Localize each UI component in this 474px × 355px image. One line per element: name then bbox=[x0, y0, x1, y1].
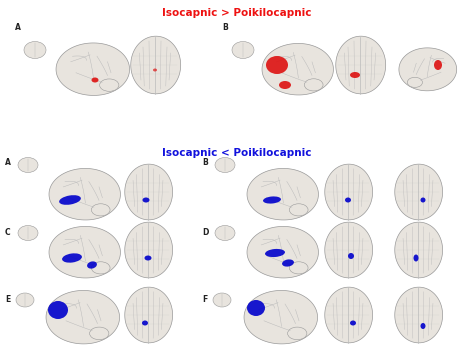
Text: Isocapnic < Poikilocapnic: Isocapnic < Poikilocapnic bbox=[162, 148, 312, 158]
Ellipse shape bbox=[143, 197, 149, 202]
Ellipse shape bbox=[18, 158, 38, 173]
Ellipse shape bbox=[434, 60, 442, 70]
Text: D: D bbox=[202, 228, 209, 237]
Polygon shape bbox=[49, 168, 120, 220]
Ellipse shape bbox=[288, 327, 307, 340]
Ellipse shape bbox=[263, 196, 281, 203]
Polygon shape bbox=[399, 48, 456, 91]
Ellipse shape bbox=[91, 204, 110, 216]
Ellipse shape bbox=[24, 42, 46, 59]
Ellipse shape bbox=[289, 262, 308, 274]
Polygon shape bbox=[244, 290, 318, 344]
Ellipse shape bbox=[16, 293, 34, 307]
Ellipse shape bbox=[282, 260, 294, 267]
Ellipse shape bbox=[413, 255, 419, 262]
Text: A: A bbox=[15, 23, 21, 32]
Polygon shape bbox=[125, 222, 173, 278]
Ellipse shape bbox=[350, 321, 356, 326]
Polygon shape bbox=[325, 287, 373, 343]
Text: A: A bbox=[5, 158, 11, 167]
Polygon shape bbox=[336, 36, 386, 94]
Ellipse shape bbox=[232, 42, 254, 59]
Ellipse shape bbox=[345, 197, 351, 202]
Ellipse shape bbox=[48, 301, 68, 319]
Ellipse shape bbox=[90, 327, 109, 340]
Text: Isocapnic > Poikilocapnic: Isocapnic > Poikilocapnic bbox=[162, 8, 312, 18]
Polygon shape bbox=[125, 287, 173, 343]
Ellipse shape bbox=[91, 262, 110, 274]
Text: E: E bbox=[5, 295, 10, 304]
Ellipse shape bbox=[87, 261, 97, 269]
Ellipse shape bbox=[304, 79, 323, 91]
Ellipse shape bbox=[350, 72, 360, 78]
Polygon shape bbox=[131, 36, 181, 94]
Text: F: F bbox=[202, 295, 207, 304]
Ellipse shape bbox=[289, 204, 308, 216]
Polygon shape bbox=[395, 222, 443, 278]
Ellipse shape bbox=[247, 300, 265, 316]
Ellipse shape bbox=[407, 77, 422, 87]
Ellipse shape bbox=[348, 253, 354, 259]
Polygon shape bbox=[56, 43, 129, 95]
Polygon shape bbox=[125, 164, 173, 220]
Ellipse shape bbox=[91, 77, 99, 82]
Ellipse shape bbox=[266, 56, 288, 74]
Ellipse shape bbox=[142, 321, 148, 326]
Polygon shape bbox=[247, 168, 319, 220]
Ellipse shape bbox=[279, 81, 291, 89]
Polygon shape bbox=[395, 164, 443, 220]
Polygon shape bbox=[395, 287, 443, 343]
Ellipse shape bbox=[18, 225, 38, 240]
Ellipse shape bbox=[145, 256, 152, 261]
Polygon shape bbox=[49, 226, 120, 278]
Polygon shape bbox=[325, 164, 373, 220]
Ellipse shape bbox=[100, 79, 119, 91]
Text: B: B bbox=[222, 23, 228, 32]
Ellipse shape bbox=[215, 158, 235, 173]
Ellipse shape bbox=[59, 195, 81, 205]
Ellipse shape bbox=[215, 225, 235, 240]
Polygon shape bbox=[46, 290, 119, 344]
Ellipse shape bbox=[62, 253, 82, 263]
Ellipse shape bbox=[420, 323, 426, 329]
Polygon shape bbox=[247, 226, 319, 278]
Ellipse shape bbox=[265, 249, 285, 257]
Ellipse shape bbox=[153, 69, 157, 71]
Text: C: C bbox=[5, 228, 10, 237]
Polygon shape bbox=[262, 43, 333, 95]
Text: B: B bbox=[202, 158, 208, 167]
Polygon shape bbox=[325, 222, 373, 278]
Ellipse shape bbox=[420, 197, 426, 202]
Ellipse shape bbox=[213, 293, 231, 307]
